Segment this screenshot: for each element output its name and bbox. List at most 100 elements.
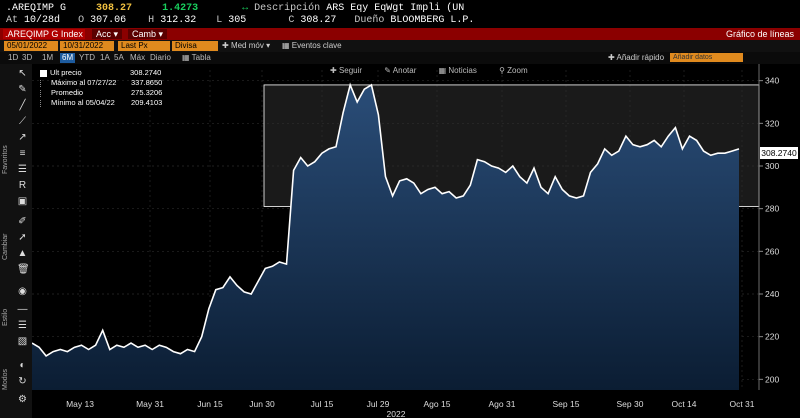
y-tick-label: 240 [765,289,779,299]
period-tab-diario[interactable]: Diario [150,53,171,62]
legend-value: 275.3206 [131,88,163,97]
favorites-label: Favoritos [2,145,9,174]
zoom-label: Zoom [507,66,528,75]
trendline-icon[interactable]: ⟋ [19,116,26,127]
annotate-button[interactable]: ✎ Anotar [384,66,417,75]
legend-item: Mínimo al 05/04/22 209.4103 [40,98,162,108]
up-arrow-icon: ↔ [242,3,249,14]
period-tab-5a[interactable]: 5A [114,53,124,62]
refresh-icon[interactable]: ↻ [18,376,27,387]
description-value: ARS Eqy EqWgt Impli (UN [326,3,465,14]
legend-item: Máximo al 07/27/22 337.8650 [40,78,162,88]
legend-swatch [40,79,48,87]
field-select[interactable]: Last Px [118,41,170,51]
y-tick-label: 220 [765,332,779,342]
fib-icon[interactable]: ☰ [18,164,27,175]
moving-average-toggle[interactable]: ✚ Med móv ▾ [222,41,271,50]
date-to-field[interactable]: 10/31/2022 [60,41,114,51]
high-label: H [148,15,155,26]
pen-icon[interactable]: ✎ [18,84,27,95]
low-label: L [216,15,223,26]
measure-icon[interactable]: ↗ [18,132,27,143]
description-label: Descripción [254,3,321,14]
year-label: 2022 [387,409,406,418]
settings-icon[interactable]: ⚙ [18,394,27,405]
legend-name: Promedio [51,88,84,97]
eraser-icon[interactable]: ▣ [17,196,28,207]
currency-select[interactable]: Divisa local [172,41,218,60]
period-tab-ytd[interactable]: YTD [79,53,95,62]
fill-icon[interactable]: ▧ [17,336,28,347]
period-tab-6m[interactable]: 6M [60,53,76,63]
price-area [32,84,739,391]
period-tab-1a[interactable]: 1A [100,53,110,62]
y-tick-label: 300 [765,161,779,171]
chart-type-title: Gráfico de líneas [725,29,794,39]
legend-value: 337.8650 [131,78,163,87]
at-date: 10/28d [24,15,61,26]
legend-name: Máximo al 07/27/22 [51,78,117,87]
legend-value: 209.4103 [131,98,163,107]
price-line [32,82,740,357]
open-label: O [78,15,85,26]
add-data-input[interactable]: Añadir datos [670,53,743,62]
y-tick-label: 260 [765,246,779,256]
zoom-button[interactable]: ⚲ Zoom [499,66,528,75]
legend-value: 308.2740 [130,68,162,77]
at-label: At [6,15,19,26]
legend-name: Ult precio [50,68,82,77]
table-tab[interactable]: ▦ Tabla [182,53,211,62]
text-r-icon[interactable]: R [18,180,27,191]
legend-item: Ult precio 308.2740 [40,68,162,78]
modes-label: Modos [2,368,9,390]
marker-icon[interactable]: ▲ [17,248,28,259]
change-label: Cambiar [2,233,9,260]
date-from-field[interactable]: 05/01/2022 [4,41,58,51]
moving-average-label: Med móv [230,41,264,50]
line-style-icon[interactable]: ― [17,304,28,315]
owner-value: BLOOMBERG L.P. [390,15,475,26]
mode-icon[interactable]: ◐ [19,360,26,371]
channel-icon[interactable]: ≡ [19,148,26,159]
y-tick-label: 340 [765,76,779,86]
news-button[interactable]: ▦ Noticias [438,66,477,75]
x-tick-label: Sep 30 [617,399,644,409]
x-tick-label: Jun 15 [197,399,223,409]
line-icon[interactable]: ╱ [19,100,26,111]
arrow-icon[interactable]: ➚ [18,232,27,243]
low-value: 305 [228,15,247,26]
x-tick-label: Ago 31 [489,399,516,409]
cursor-icon[interactable]: ↖ [18,68,27,79]
legend-swatch [40,99,48,107]
x-tick-label: Jul 15 [311,399,334,409]
key-events-label: Eventos clave [291,41,342,50]
legend-swatch [40,69,47,77]
ticker-label[interactable]: .AREQIMP G [6,3,67,14]
camb-button[interactable]: Camb ▾ [128,29,168,39]
brush-icon[interactable]: ✐ [18,216,27,227]
close-label: C [288,15,295,26]
chart-toolbar: ✚ Seguir ✎ Anotar ▦ Noticias ⚲ Zoom [330,66,548,75]
x-tick-label: Sep 15 [553,399,580,409]
x-tick-label: Oct 14 [671,399,696,409]
acc-button-label: Acc [96,29,112,39]
legend-item: Promedio 275.3206 [40,88,162,98]
price-chart[interactable]: 200 220 240 260 280 300 320 340 May 13 May 31 Jun … [32,64,800,418]
acc-button[interactable]: Acc ▾ [92,29,123,39]
last-value-label: 308.2740 [760,147,798,159]
x-tick-label: Oct 31 [729,399,754,409]
x-tick-label: May 31 [136,399,164,409]
key-events-toggle[interactable]: ▦ Eventos clave [282,41,342,50]
period-tab-3d[interactable]: 3D [22,53,33,62]
follow-label: Seguir [338,66,363,75]
period-tab-máx[interactable]: Máx [130,53,146,62]
add-fast-button[interactable]: ✚ Añadir rápido [608,53,665,62]
color-picker-icon[interactable]: ◉ [18,286,27,297]
period-tab-1d[interactable]: 1D [8,53,19,62]
period-tab-1m[interactable]: 1M [42,53,54,62]
index-field[interactable]: .AREQIMP G Index [3,29,85,39]
period-tabs: ▦ Tabla ✚ Añadir rápido Añadir datos 1D 3… [0,52,800,64]
follow-button[interactable]: ✚ Seguir [330,66,363,75]
line-width-icon[interactable]: ☰ [18,320,27,331]
trash-icon[interactable]: 🗑 [17,264,30,275]
